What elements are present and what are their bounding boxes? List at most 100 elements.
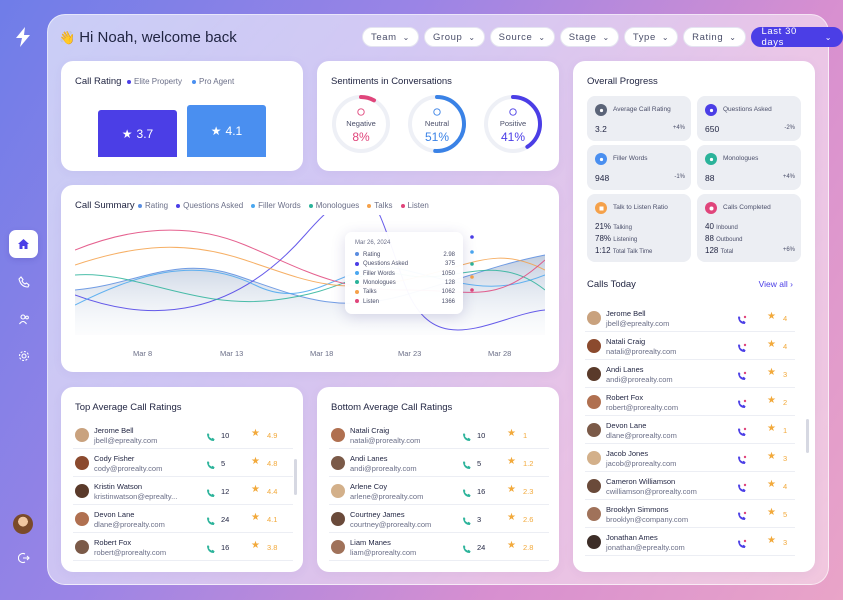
calls-completed-tile[interactable]: Calls Completed 40 Inbound 88 Outbound 1… <box>697 194 801 262</box>
avatar <box>587 339 601 353</box>
call-icon[interactable] <box>737 480 747 498</box>
list-item[interactable]: Robert Fox robert@prorealty.com 16 ★ 3.8 <box>73 533 293 561</box>
scrollbar[interactable] <box>294 459 297 495</box>
sentiment-label: Positive <box>499 119 527 128</box>
line-value: 40 <box>705 222 714 231</box>
tooltip-dot <box>355 289 359 294</box>
legend-item[interactable]: Talks <box>367 201 393 210</box>
tooltip-row: Monologues 128 <box>355 280 455 286</box>
rating-value: 5 <box>783 510 788 519</box>
call-icon[interactable] <box>737 340 747 358</box>
filter-team[interactable]: Team ⌄ <box>362 27 419 47</box>
rating-value: 2 <box>783 398 788 407</box>
x-tick-label: Mar 28 <box>488 349 512 358</box>
list-item[interactable]: Jonathan Ames jonathan@eprealty.com ★ 3 <box>585 528 795 556</box>
list-item[interactable]: Andi Lanes andi@prorealty.com ★ 3 <box>585 360 795 388</box>
nav-settings-button[interactable] <box>9 342 38 370</box>
stat-tile[interactable]: Filler Words 948 -1% <box>587 145 691 190</box>
list-item[interactable]: Arlene Coy arlene@prorealty.com 16 ★ 2.3 <box>329 477 549 505</box>
chevron-down-icon: ⌄ <box>824 32 832 42</box>
list-item[interactable]: Natali Craig natali@prorealty.com 10 ★ 1 <box>329 421 549 449</box>
wave-icon: 👋 <box>59 29 76 45</box>
talk-ratio-tile[interactable]: Talk to Listen Ratio 21% Talking 78% Lis… <box>587 194 691 262</box>
phone-icon <box>206 485 216 503</box>
legend-item[interactable]: Listen <box>400 201 429 210</box>
greeting: 👋 Hi Noah, welcome back <box>59 29 237 46</box>
sentiment-positive[interactable]: Positive 41% <box>483 94 543 154</box>
avatar <box>331 456 345 470</box>
list-item[interactable]: Devon Lane dlane@prorealty.com 24 ★ 4.1 <box>73 505 293 533</box>
call-icon[interactable] <box>737 368 747 386</box>
date-range-select[interactable]: Last 30 days ⌄ <box>750 26 843 48</box>
bottom-ratings-title: Bottom Average Call Ratings <box>331 402 453 413</box>
contact-name: Andi Lanes <box>350 454 388 463</box>
logo-icon <box>16 27 30 47</box>
sentiment-negative[interactable]: Negative 8% <box>331 94 391 154</box>
nav-team-button[interactable] <box>9 305 38 333</box>
tooltip-date: Mar 26, 2024 <box>355 240 391 246</box>
stat-value: 650 <box>705 124 720 134</box>
logout-button[interactable] <box>9 544 38 572</box>
nav-calls-button[interactable] <box>9 268 38 296</box>
sentiment-ring <box>484 95 542 153</box>
filter-source[interactable]: Source ⌄ <box>489 27 555 47</box>
stat-tile[interactable]: Questions Asked 650 -2% <box>697 96 801 141</box>
contact-email: dlane@prorealty.com <box>94 520 165 529</box>
call-icon[interactable] <box>737 396 747 414</box>
call-icon[interactable] <box>737 424 747 442</box>
view-all-link[interactable]: View all › <box>759 279 793 289</box>
stat-value: 3.2 <box>595 124 607 134</box>
filter-group[interactable]: Group ⌄ <box>423 27 485 47</box>
rating-value: 3.8 <box>267 543 278 552</box>
call-icon[interactable] <box>737 312 747 330</box>
chevron-down-icon: ⌄ <box>538 32 546 42</box>
total-talk-line: 1:12 Total Talk Time <box>595 246 652 255</box>
list-item[interactable]: Natali Craig natali@prorealty.com ★ 4 <box>585 332 795 360</box>
list-item[interactable]: Jerome Bell jbell@eprealty.com ★ 4 <box>585 304 795 332</box>
rating-bar-elite[interactable]: ★ 3.7 <box>98 110 177 157</box>
legend-item[interactable]: Filler Words <box>251 201 301 210</box>
call-icon[interactable] <box>737 452 747 470</box>
line-text: Listening <box>613 237 638 243</box>
list-item[interactable]: Jerome Bell jbell@eprealty.com 10 ★ 4.9 <box>73 421 293 449</box>
list-item[interactable]: Kristin Watson kristinwatson@eprealty... 1… <box>73 477 293 505</box>
list-item[interactable]: Liam Manes liam@prorealty.com 24 ★ 2.8 <box>329 533 549 561</box>
list-item[interactable]: Brooklyn Simmons brooklyn@company.com ★ 5 <box>585 500 795 528</box>
call-icon[interactable] <box>737 508 747 526</box>
calls-count: 24 <box>221 515 230 524</box>
filter-rating[interactable]: Rating ⌄ <box>683 27 746 47</box>
legend-item[interactable]: Rating <box>138 201 168 210</box>
overall-progress-title: Overall Progress <box>587 76 658 87</box>
call-summary-chart[interactable] <box>75 215 545 335</box>
user-avatar[interactable] <box>13 514 33 534</box>
legend-item[interactable]: Monologues <box>308 201 359 210</box>
rating-bar-pro[interactable]: ★ 4.1 <box>187 105 266 157</box>
list-item[interactable]: Cameron Williamson cwilliamson@prorealty.… <box>585 472 795 500</box>
list-item[interactable]: Devon Lane dlane@prorealty.com ★ 1 <box>585 416 795 444</box>
face-icon <box>357 108 365 116</box>
view-all-label: View all <box>758 279 788 289</box>
call-icon[interactable] <box>737 536 747 554</box>
bar-value: 4.1 <box>225 124 243 138</box>
legend-item[interactable]: Questions Asked <box>176 201 243 210</box>
phone-icon <box>462 429 472 447</box>
legend-dot <box>127 79 131 84</box>
list-item[interactable]: Jacob Jones jacob@prorealty.com ★ 3 <box>585 444 795 472</box>
filter-type[interactable]: Type ⌄ <box>623 27 679 47</box>
list-item[interactable]: Cody Fisher cody@prorealty.com 5 ★ 4.8 <box>73 449 293 477</box>
stat-tile[interactable]: Monologues 88 +4% <box>697 145 801 190</box>
calls-count: 16 <box>477 487 486 496</box>
list-item[interactable]: Andi Lanes andi@prorealty.com 5 ★ 1.2 <box>329 449 549 477</box>
tooltip-dot <box>355 252 359 257</box>
list-item[interactable]: Robert Fox robert@prorealty.com ★ 2 <box>585 388 795 416</box>
sentiment-ring <box>332 95 390 153</box>
sentiment-neutral[interactable]: Neutral 51% <box>407 94 467 154</box>
list-item[interactable]: Courtney James courtney@prorealty.com 3 ★ 2.… <box>329 505 549 533</box>
stat-tile[interactable]: Average Call Rating 3.2 +4% <box>587 96 691 141</box>
chat-icon <box>595 153 607 165</box>
legend-dot <box>308 203 313 208</box>
scrollbar[interactable] <box>806 419 809 453</box>
contact-email: natali@prorealty.com <box>350 436 421 445</box>
nav-home-button[interactable] <box>9 230 38 258</box>
filter-stage[interactable]: Stage ⌄ <box>559 27 619 47</box>
